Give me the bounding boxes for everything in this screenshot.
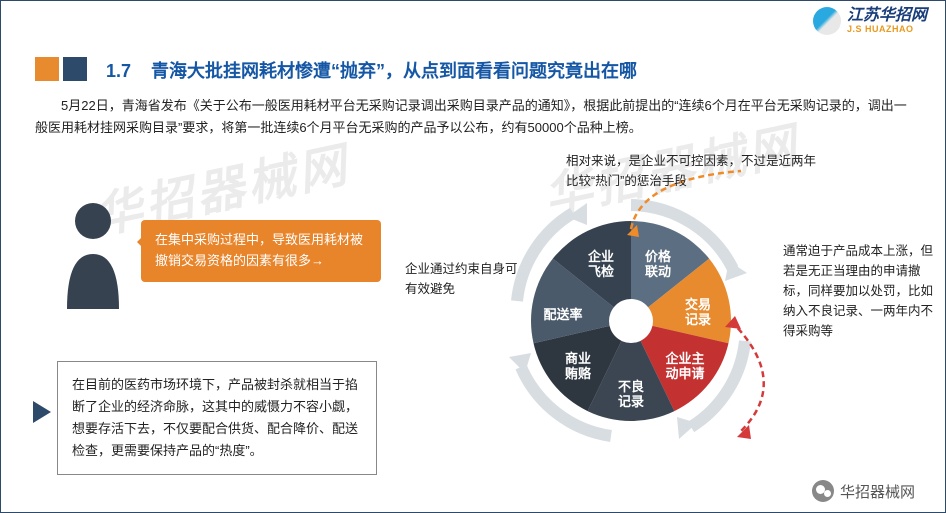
slide-title-text: 青海大批挂网耗材惨遭“抛弃”，从点到面看看问题究竟出在哪 bbox=[151, 61, 637, 81]
wechat-icon bbox=[812, 480, 834, 502]
header-blocks bbox=[35, 57, 87, 81]
triangle-icon bbox=[33, 401, 51, 423]
svg-text:企业主动申请: 企业主动申请 bbox=[664, 351, 704, 381]
speech-bubble: 在集中采购过程中，导致医用耗材被撤销交易资格的因素有很多→ bbox=[141, 220, 381, 282]
logo-subtext: J.S HUAZHAO bbox=[847, 24, 927, 34]
svg-text:交易记录: 交易记录 bbox=[685, 297, 711, 327]
svg-text:商业贿赂: 商业贿赂 bbox=[565, 351, 592, 381]
block-orange bbox=[35, 57, 59, 81]
svg-text:价格联动: 价格联动 bbox=[645, 249, 672, 279]
svg-text:企业飞检: 企业飞检 bbox=[587, 249, 614, 279]
brand-logo: 江苏华招网 J.S HUAZHAO bbox=[813, 7, 927, 35]
wechat-tag: 华招器械网 bbox=[812, 480, 915, 502]
person-icon bbox=[57, 199, 129, 309]
svg-text:不良记录: 不良记录 bbox=[618, 379, 644, 409]
svg-text:配送率: 配送率 bbox=[543, 307, 582, 322]
annotation-left: 企业通过约束自身可有效避免 bbox=[405, 259, 525, 299]
annotation-right: 通常迫于产品成本上涨，但若是无正当理由的申请撤标，同样要加以处罚，比如纳入不良记… bbox=[783, 241, 933, 341]
annotation-top: 相对来说，是企业不可控因素，不过是近两年比较“热门”的惩治手段 bbox=[566, 151, 816, 191]
logo-text: 江苏华招网 bbox=[847, 8, 927, 24]
slide-title: 1.7 青海大批挂网耗材惨遭“抛弃”，从点到面看看问题究竟出在哪 bbox=[106, 57, 637, 83]
block-navy bbox=[63, 57, 87, 81]
wechat-label: 华招器械网 bbox=[840, 481, 915, 502]
logo-icon bbox=[813, 7, 841, 35]
conclusion-box: 在目前的医药市场环境下，产品被封杀就相当于掐断了企业的经济命脉，这其中的威慑力不… bbox=[57, 361, 377, 475]
intro-paragraph: 5月22日，青海省发布《关于公布一般医用耗材平台无采购记录调出采购目录产品的通知… bbox=[35, 95, 911, 139]
slide-number: 1.7 bbox=[106, 61, 131, 81]
